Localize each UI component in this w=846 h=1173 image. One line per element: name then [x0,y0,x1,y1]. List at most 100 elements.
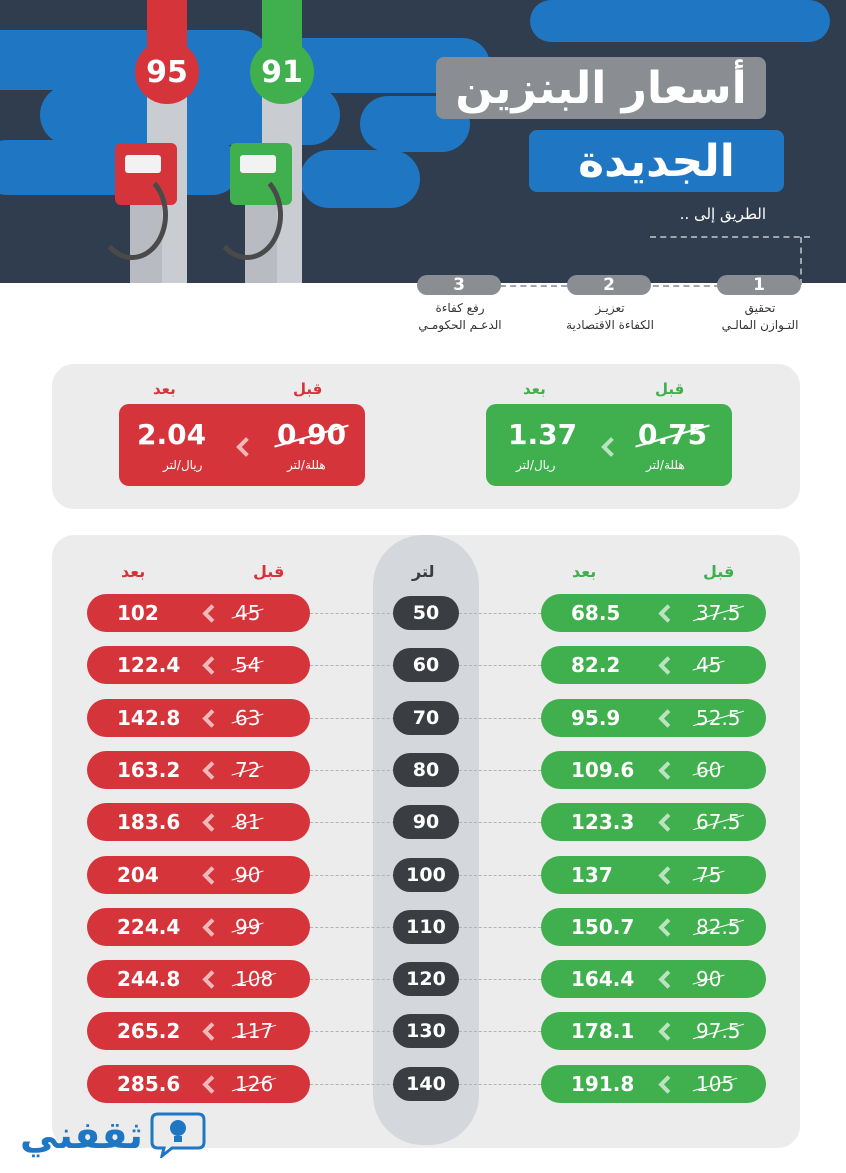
chevron-left-icon [658,970,677,989]
row-dash-connector [310,926,395,928]
red-before-value: 99 [235,914,261,939]
green-after-value: 164.4 [571,967,635,992]
red-before-cell: 108 [231,967,277,992]
row-dash-connector [310,979,395,981]
red-before-cell: 81 [231,810,264,835]
green-price-row: 75 137 [541,855,766,894]
red-before-value: 117 [235,1019,274,1044]
red-before-value: 108 [235,967,274,992]
green-before-value: 75 [696,862,722,887]
step3-badge: 3 [417,275,501,295]
cloud-shape [530,0,830,42]
red-before-value: 63 [235,705,261,730]
step3-line2: الدعـم الحكومـي [418,318,502,332]
row-dash-connector [459,769,541,771]
pump-screen [125,155,161,173]
chevron-left-icon [658,761,677,780]
row-dash-connector [459,874,541,876]
litre-value: 110 [393,909,459,944]
chevron-left-icon [658,918,677,937]
step1-badge: 1 [717,275,801,295]
green-before-value: 45 [696,653,722,678]
red-before-cell: 126 [231,1071,277,1096]
litre-value: 100 [393,857,459,892]
brand-logo-text: ثقفني [20,1113,143,1157]
summary-red-after-label: بعد [153,380,176,398]
summary-red-before: 0.90 [274,418,349,451]
chevron-left-icon [658,1022,677,1042]
row-dash-connector [459,822,541,824]
green-after-value: 137 [571,862,613,887]
chevron-left-icon [601,437,621,457]
red-price-row: 63 142.8 [87,698,310,737]
litre-value: 60 [393,648,459,683]
green-before-value: 97.5 [696,1019,741,1044]
red-price-row: 45 102 [87,594,310,632]
step2-text: تعزيـز الكفاءة الاقتصادية [540,300,680,334]
table-green-after-label: بعد [572,562,597,581]
red-before-value: 72 [235,757,261,782]
green-before-cell: 82.5 [692,915,744,939]
pump95-badge: 95 [135,40,199,104]
green-price-row: 90 164.4 [541,960,766,999]
step2-badge: 2 [567,275,651,295]
red-before-cell: 117 [231,1019,277,1044]
title-line1: أسعار البنزين [436,57,766,119]
litre-value: 70 [393,700,459,735]
red-after-value: 183.6 [117,810,181,835]
red-before-value: 81 [235,810,261,835]
chevron-left-icon [202,813,221,832]
chevron-left-icon [658,1074,677,1094]
litre-value: 120 [393,962,459,997]
chevron-left-icon [202,761,221,780]
red-after-value: 265.2 [117,1019,181,1044]
red-price-row: 72 163.2 [87,750,310,789]
green-after-value: 109.6 [571,757,635,782]
green-after-value: 150.7 [571,914,635,939]
red-after-value: 102 [117,601,159,625]
pump-screen [240,155,276,173]
green-after-value: 68.5 [571,601,621,625]
red-after-value: 224.4 [117,914,181,939]
red-before-value: 126 [235,1071,274,1096]
step2-line2: الكفاءة الاقتصادية [566,318,654,332]
green-after-value: 178.1 [571,1019,635,1044]
title-line2: الجديدة [529,130,784,192]
table-red-after-label: بعد [121,562,146,581]
road-dash [650,236,810,238]
row-dash-connector [310,613,395,614]
summary-red-before-unit: هللة/لتر [287,458,326,472]
red-price-row: 81 183.6 [87,803,310,842]
table-litre-label: لتر [412,562,435,581]
green-before-value: 60 [696,757,722,782]
green-after-value: 191.8 [571,1071,635,1096]
row-dash-connector [459,613,541,614]
cloud-shape [0,30,270,90]
green-before-value: 105 [696,1071,735,1096]
summary-red-after-unit: ريال/لتر [163,458,203,472]
summary-green-after-value: 1.37 [508,418,578,451]
chevron-left-icon [202,1074,221,1094]
chevron-left-icon [658,656,677,675]
red-price-row: 90 204 [87,855,310,894]
row-dash-connector [310,665,395,667]
litre-value: 140 [393,1066,459,1101]
chevron-left-icon [202,865,221,885]
step3-line1: رفع كفاءة [435,301,485,315]
red-before-cell: 45 [231,601,264,625]
green-before-cell: 97.5 [692,1019,744,1044]
summary-red-box: 0.90 هللة/لتر 2.04 ريال/لتر [119,404,365,486]
row-dash-connector [310,1083,395,1085]
green-before-cell: 60 [692,757,725,782]
green-after-value: 82.2 [571,653,621,678]
litre-value: 80 [393,752,459,787]
summary-green-after-label: بعد [523,380,546,398]
red-before-cell: 63 [231,705,264,730]
green-before-value: 67.5 [696,810,741,835]
table-red-before-label: قبل [253,562,285,581]
green-before-cell: 45 [692,653,725,678]
summary-red-before-value: 0.90 [277,418,347,451]
red-after-value: 163.2 [117,757,181,782]
green-after-value: 123.3 [571,810,635,835]
red-after-value: 244.8 [117,967,181,992]
